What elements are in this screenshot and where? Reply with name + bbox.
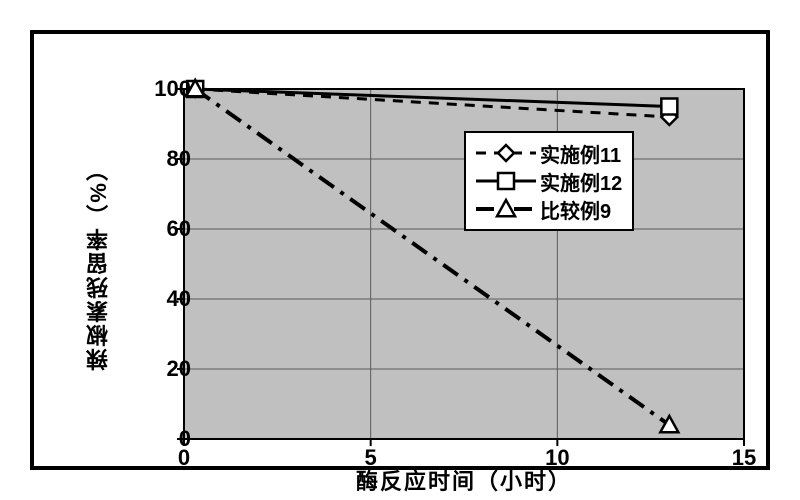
y-tick-label: 80 (131, 146, 191, 172)
legend: 实施例11实施例12比较例9 (464, 131, 634, 231)
y-tick-label: 100 (131, 76, 191, 102)
legend-label: 实施例11 (540, 139, 621, 168)
x-tick-label: 0 (178, 445, 190, 471)
legend-swatch (476, 197, 536, 221)
y-axis-label: 辣椒素残留率（%） (83, 157, 115, 371)
x-tick-label: 5 (365, 445, 377, 471)
y-tick-label: 40 (131, 286, 191, 312)
x-tick-label: 10 (545, 445, 569, 471)
legend-swatch (476, 141, 536, 165)
x-axis-label: 酶反应时间（小时） (184, 464, 744, 496)
y-tick-label: 20 (131, 356, 191, 382)
x-tick-label: 15 (732, 445, 756, 471)
figure-frame: 辣椒素残留率（%） 酶反应时间（小时） 实施例11实施例12比较例9 02040… (30, 30, 770, 470)
legend-row: 比较例9 (476, 195, 622, 223)
legend-row: 实施例11 (476, 139, 622, 167)
legend-label: 比较例9 (540, 195, 611, 224)
chart-area: 实施例11实施例12比较例9 (184, 89, 744, 439)
legend-swatch (476, 169, 536, 193)
y-axis-label-container: 辣椒素残留率（%） (84, 89, 114, 439)
y-tick-label: 60 (131, 216, 191, 242)
legend-row: 实施例12 (476, 167, 622, 195)
legend-label: 实施例12 (540, 167, 622, 196)
